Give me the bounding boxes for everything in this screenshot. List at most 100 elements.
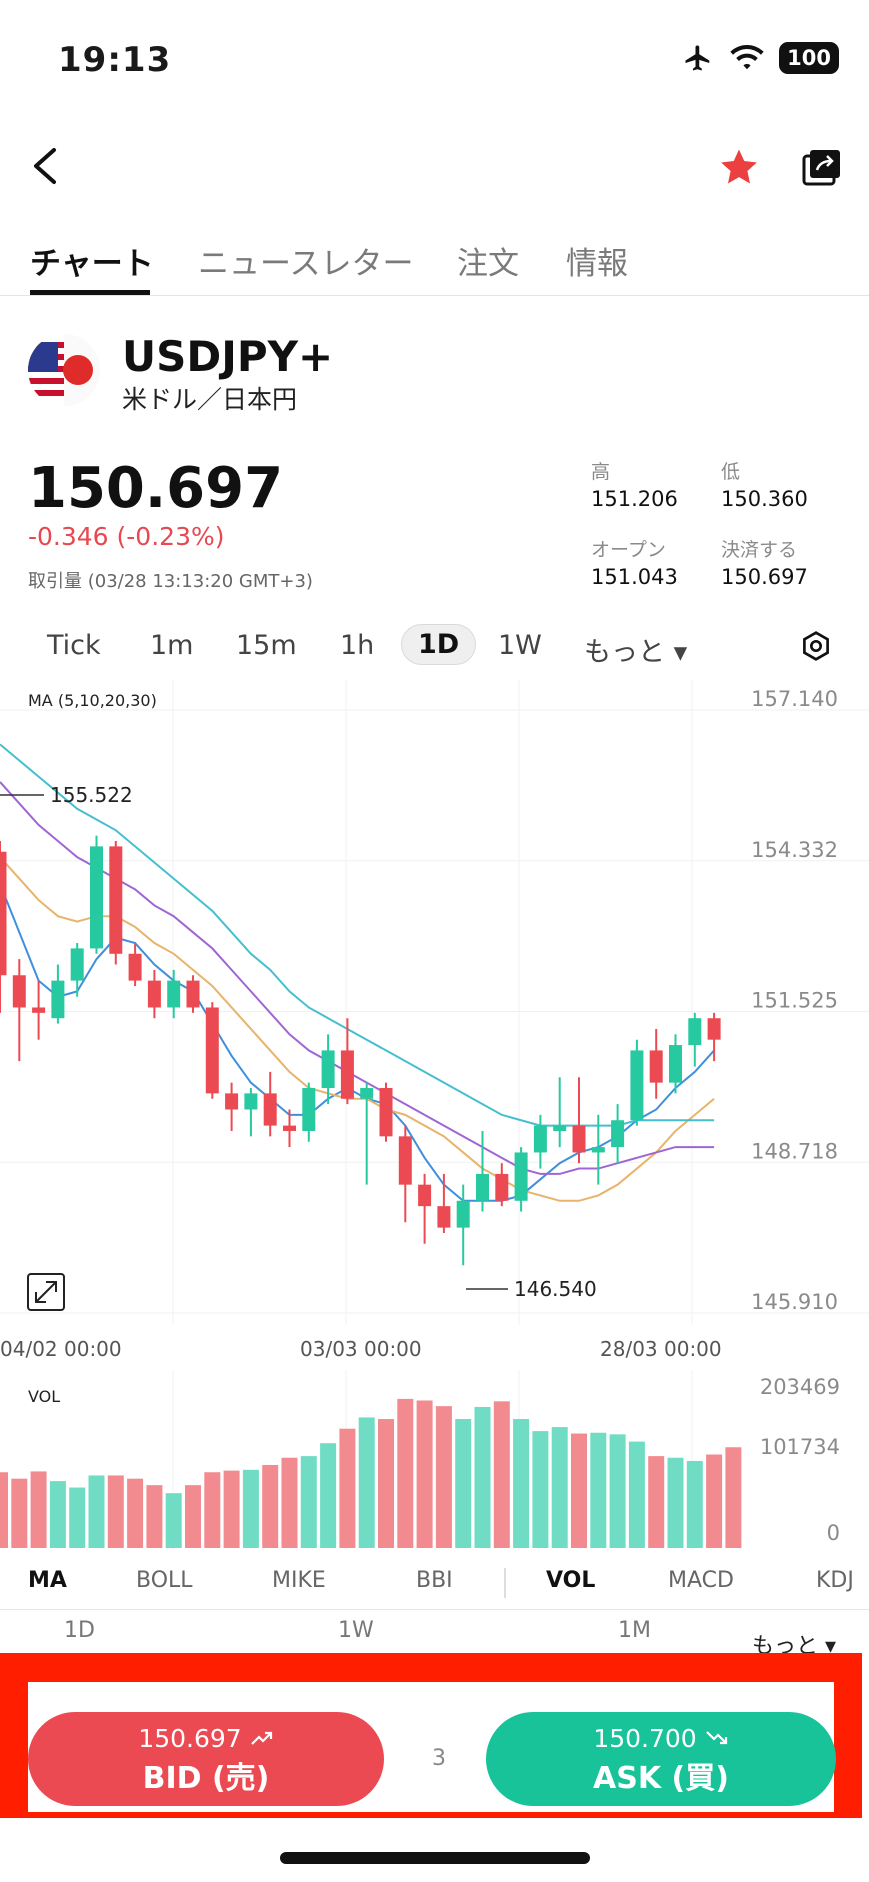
timeframe-15m[interactable]: 15m <box>236 630 297 661</box>
indicator-bbi[interactable]: BBI <box>416 1568 453 1593</box>
max-price-marker: 155.522 <box>50 783 133 807</box>
timeframe-1m[interactable]: 1m <box>150 630 194 661</box>
volume-bar <box>30 1471 47 1548</box>
candle-body <box>186 980 200 1008</box>
spread-value: 3 <box>432 1746 446 1771</box>
tab-order[interactable]: 注文 <box>457 246 519 282</box>
timeframe-tick[interactable]: Tick <box>47 630 101 661</box>
indicator-vol[interactable]: VOL <box>546 1568 596 1593</box>
volume-bar <box>551 1427 568 1548</box>
timeframe-1d[interactable]: 1D <box>401 624 477 665</box>
x-tick-label: 28/03 00:00 <box>600 1337 722 1361</box>
chart-settings-icon[interactable] <box>800 630 832 662</box>
volume-bar <box>69 1487 86 1548</box>
volume-bar <box>474 1406 491 1548</box>
tab-chart[interactable]: チャート <box>30 246 154 282</box>
moving-average-line <box>0 743 715 1127</box>
bid-sell-button[interactable]: 150.697 BID (売) <box>28 1712 384 1806</box>
candle-body <box>688 1018 702 1046</box>
volume-bar <box>223 1470 240 1548</box>
favorite-star-icon[interactable] <box>718 146 760 188</box>
volume-bar <box>493 1401 510 1548</box>
candle-body <box>128 953 142 981</box>
period-1m[interactable]: 1M <box>618 1618 651 1643</box>
volume-bar <box>571 1433 587 1548</box>
candle-body <box>167 980 181 1008</box>
volume-bar <box>281 1457 298 1548</box>
volume-bar <box>667 1457 684 1548</box>
indicator-boll[interactable]: BOLL <box>136 1568 193 1593</box>
candle-body <box>418 1184 432 1207</box>
high-value: 151.206 <box>591 487 678 511</box>
candle-body <box>321 1050 335 1089</box>
volume-bar <box>455 1419 472 1548</box>
candle-body <box>669 1045 682 1083</box>
candle-body <box>109 846 123 954</box>
airplane-icon <box>685 45 710 71</box>
indicator-ma[interactable]: MA <box>28 1568 67 1593</box>
candle-body <box>263 1093 277 1126</box>
timeframe-more[interactable]: もっと ▾ <box>584 637 688 668</box>
candle-body <box>476 1173 489 1201</box>
candle-body <box>205 1007 219 1094</box>
home-indicator <box>280 1852 590 1864</box>
period-1d[interactable]: 1D <box>64 1618 95 1643</box>
volume-bar <box>107 1475 124 1548</box>
candle-body <box>707 1018 721 1040</box>
price-change: -0.346 (-0.23%) <box>28 522 225 551</box>
low-value: 150.360 <box>721 487 808 511</box>
tab-info[interactable]: 情報 <box>566 246 628 282</box>
volume-bar <box>146 1485 163 1548</box>
battery-indicator: 100 <box>779 42 839 74</box>
candle-body <box>340 1050 354 1099</box>
close-value: 150.697 <box>721 565 808 589</box>
candle-body <box>514 1152 528 1201</box>
volume-bar <box>204 1472 221 1548</box>
candle-body <box>90 846 103 949</box>
ma-legend-label: MA (5,10,20,30) <box>28 691 157 710</box>
y-tick-label: 148.718 <box>751 1139 838 1163</box>
volume-bar <box>378 1419 394 1548</box>
trend-up-icon <box>250 1731 272 1745</box>
volume-bar <box>242 1469 259 1548</box>
bid-price: 150.697 <box>138 1724 242 1753</box>
main-tabs: チャート ニュースレター 注文 情報 <box>0 232 869 296</box>
volume-bar <box>706 1454 723 1548</box>
indicator-macd[interactable]: MACD <box>668 1568 734 1593</box>
close-label: 決済する <box>721 539 798 561</box>
instrument-name: 米ドル／日本円 <box>122 385 298 414</box>
volume-bar <box>628 1441 645 1548</box>
ask-buy-button[interactable]: 150.700 ASK (買) <box>486 1712 836 1806</box>
volume-bar <box>49 1481 66 1548</box>
candle-body <box>553 1125 567 1131</box>
timeframe-selector: Tick 1m 15m 1h 1D 1W もっと ▾ <box>0 618 869 674</box>
indicator-mike[interactable]: MIKE <box>272 1568 326 1593</box>
timeframe-1w[interactable]: 1W <box>498 630 542 661</box>
open-label: オープン <box>591 539 666 561</box>
expand-icon[interactable] <box>27 1273 65 1311</box>
volume-bar <box>532 1431 549 1548</box>
vol-legend-label: VOL <box>28 1387 60 1406</box>
y-tick-label: 145.910 <box>751 1290 838 1314</box>
bid-label: BID (売) <box>142 1761 270 1796</box>
volume-bar <box>88 1475 105 1548</box>
volume-bar <box>300 1456 317 1548</box>
volume-bar <box>165 1493 182 1548</box>
indicator-kdj[interactable]: KDJ <box>816 1568 854 1593</box>
period-1w[interactable]: 1W <box>338 1618 374 1643</box>
volume-bar <box>686 1460 703 1548</box>
low-label: 低 <box>721 461 741 483</box>
price-chart[interactable]: 157.140 154.332 151.525 148.718 145.910 MA (5… <box>0 680 869 1560</box>
moving-average-line <box>0 781 715 1175</box>
y-tick-label: 157.140 <box>751 687 838 711</box>
volume-bar <box>11 1478 28 1548</box>
volume-bar <box>648 1456 665 1548</box>
back-arrow-icon[interactable] <box>26 144 66 188</box>
volume-bar <box>590 1432 607 1548</box>
timeframe-1h[interactable]: 1h <box>340 630 375 661</box>
high-label: 高 <box>591 461 611 483</box>
tab-newsletter[interactable]: ニュースレター <box>198 246 414 282</box>
candle-body <box>51 980 65 1019</box>
share-icon[interactable] <box>800 146 844 188</box>
candle-body <box>495 1173 509 1201</box>
